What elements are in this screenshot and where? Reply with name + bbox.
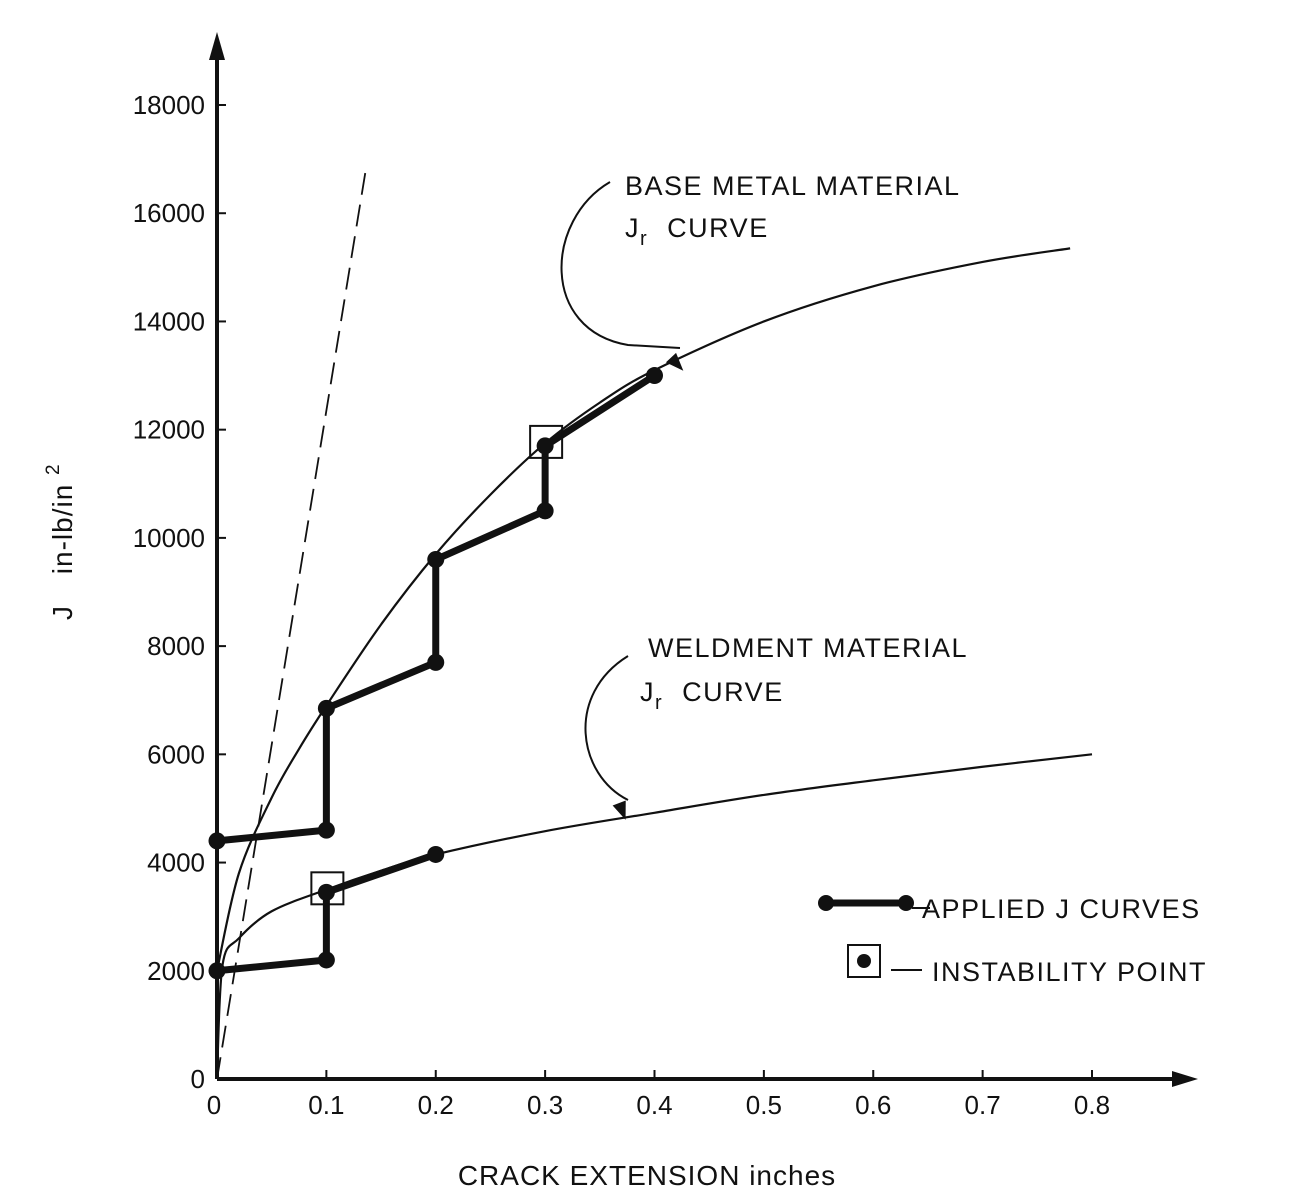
x-tick-label: 0.6 bbox=[855, 1090, 891, 1120]
applied-j-point bbox=[646, 367, 663, 385]
applied-j-point bbox=[317, 883, 335, 901]
annotation-weldment-arrowhead bbox=[612, 800, 626, 820]
applied-j-point bbox=[208, 832, 226, 850]
annotation-weldment-line2: Jr CURVE bbox=[640, 677, 784, 714]
series-applied-j-base bbox=[216, 372, 657, 845]
annotation-base-metal-line1: BASE METAL MATERIAL bbox=[625, 171, 961, 201]
series-applied-j-weldment bbox=[216, 851, 437, 975]
annotation-base-metal-line2: Jr CURVE bbox=[625, 213, 769, 250]
applied-j-point bbox=[427, 551, 445, 569]
y-axis-label: J in-lb/in 2 bbox=[43, 463, 78, 620]
x-tick-label: 0.8 bbox=[1074, 1090, 1110, 1120]
svg-text:J in-lb/in 2: J in-lb/in 2 bbox=[43, 463, 78, 620]
y-tick-label: 6000 bbox=[147, 739, 205, 769]
annotation-weldment-arrow bbox=[584, 655, 629, 801]
instability-point-box bbox=[310, 871, 345, 906]
y-tick-label: 2000 bbox=[147, 956, 205, 986]
y-tick-label: 4000 bbox=[147, 848, 205, 878]
applied-j-point bbox=[208, 962, 226, 980]
y-tick-label: 16000 bbox=[133, 198, 205, 228]
legend-entry-instability: INSTABILITY POINT bbox=[847, 944, 1207, 987]
series-weldment-jr-curve bbox=[215, 753, 1093, 1080]
legend-label-instability: INSTABILITY POINT bbox=[932, 957, 1207, 987]
legend-entry-applied: APPLIED J CURVES bbox=[818, 894, 1201, 924]
x-tick-label: 0.1 bbox=[308, 1090, 344, 1120]
series-dashed-reference-line bbox=[216, 169, 367, 1080]
x-tick-label: 0.5 bbox=[746, 1090, 782, 1120]
applied-j-point bbox=[317, 699, 335, 717]
instability-point-box bbox=[529, 424, 564, 459]
annotation-weldment-line1: WELDMENT MATERIAL bbox=[648, 633, 968, 663]
y-axis-arrowhead bbox=[209, 32, 225, 60]
x-tick-label: 0 bbox=[207, 1090, 221, 1120]
applied-j-point bbox=[536, 437, 554, 455]
y-tick-label: 14000 bbox=[133, 306, 205, 336]
y-tick-label: 0 bbox=[191, 1064, 205, 1094]
y-axis-label-units: in-lb/in bbox=[47, 484, 78, 574]
x-tick-label: 0.3 bbox=[527, 1090, 563, 1120]
annotation-base-metal-arrow bbox=[560, 181, 681, 349]
y-axis-label-main: J bbox=[47, 605, 78, 620]
x-tick-label: 0.7 bbox=[965, 1090, 1001, 1120]
x-tick-label: 0.2 bbox=[418, 1090, 454, 1120]
markers-layer bbox=[208, 352, 684, 980]
legend-label-applied: APPLIED J CURVES bbox=[922, 894, 1201, 924]
series-layer bbox=[215, 169, 1093, 1080]
applied-j-point bbox=[317, 951, 335, 969]
x-tick-label: 0.4 bbox=[636, 1090, 672, 1120]
axes: 0 0.1 0.2 0.3 0.4 0.5 0.6 0.7 0.8 0 2000 4000 6000 80… bbox=[133, 32, 1198, 1120]
legend: APPLIED J CURVES INSTABILITY POINT bbox=[818, 894, 1207, 987]
y-axis-label-units-sup: 2 bbox=[43, 463, 64, 475]
annotation-base-metal-arrowhead bbox=[665, 352, 684, 371]
x-axis-arrowhead bbox=[1172, 1071, 1198, 1087]
y-tick-label: 18000 bbox=[133, 90, 205, 120]
annotation-base-metal: BASE METAL MATERIAL Jr CURVE bbox=[560, 171, 961, 349]
applied-j-point bbox=[427, 653, 445, 671]
annotation-weldment: WELDMENT MATERIAL Jr CURVE bbox=[584, 633, 968, 801]
series-base-metal-jr-curve bbox=[215, 247, 1071, 972]
y-tick-label: 12000 bbox=[133, 415, 205, 445]
y-tick-label: 10000 bbox=[133, 523, 205, 553]
applied-j-point bbox=[317, 821, 335, 839]
applied-j-point bbox=[427, 845, 445, 863]
x-axis-label: CRACK EXTENSION inches bbox=[458, 1160, 836, 1191]
y-tick-label: 8000 bbox=[147, 631, 205, 661]
applied-j-point bbox=[536, 502, 554, 520]
